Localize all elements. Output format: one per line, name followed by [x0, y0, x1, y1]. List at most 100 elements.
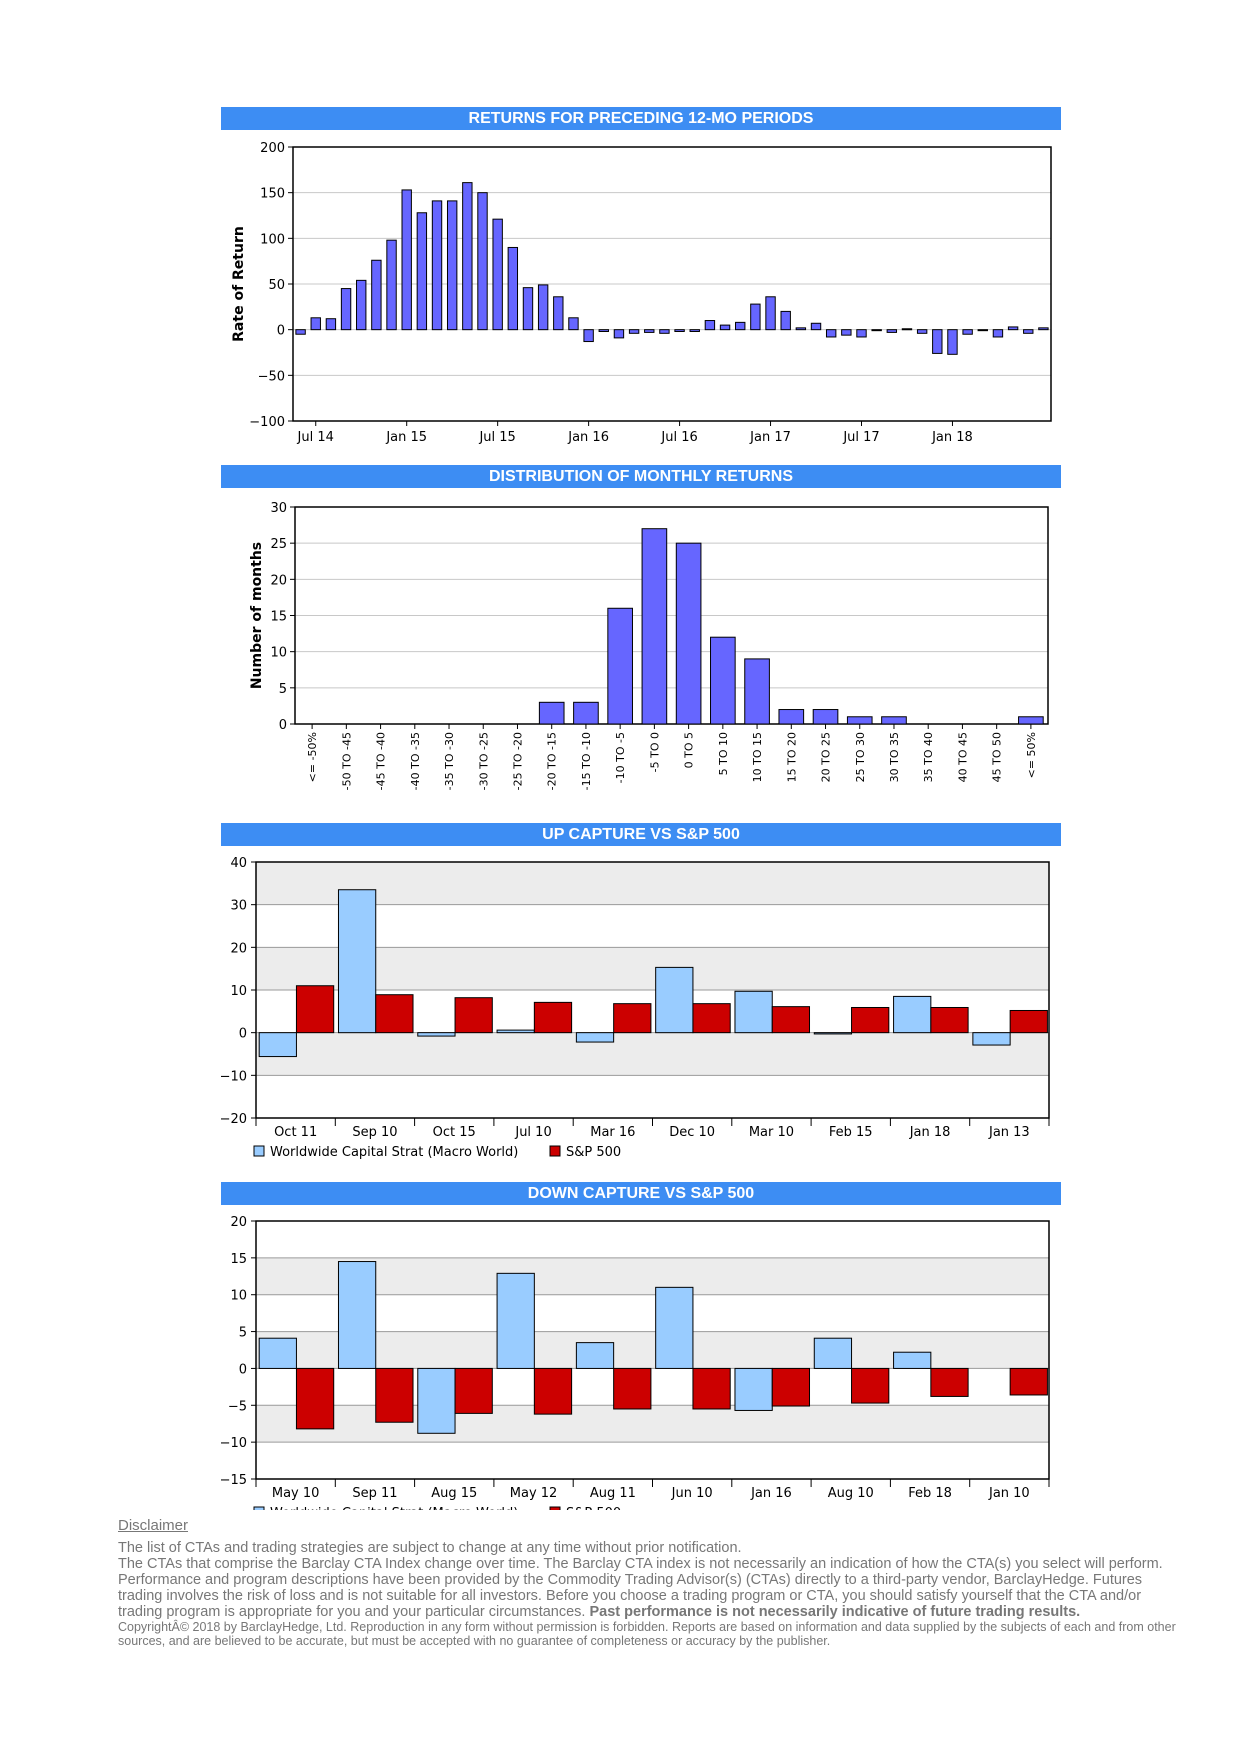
- y-tick-label: 5: [279, 682, 287, 697]
- fund-bar: [655, 966, 694, 1034]
- legend-swatch-sp500: [549, 1506, 561, 1510]
- sp500-bar: [692, 1367, 731, 1410]
- sp500-bar: [771, 1006, 811, 1034]
- return-bar: [735, 321, 746, 331]
- fund-bar: [496, 1272, 535, 1369]
- fund-bar: [813, 1032, 853, 1035]
- return-bar: [492, 218, 503, 331]
- return-bar: [947, 329, 958, 355]
- legend-swatch-fund: [253, 1145, 265, 1157]
- y-tick-label: 30: [230, 899, 247, 914]
- return-bar: [598, 329, 609, 332]
- y-tick-label: 50: [268, 278, 285, 293]
- return-bar: [992, 329, 1004, 338]
- y-tick-label: −10: [220, 1436, 247, 1451]
- return-bar: [477, 192, 488, 331]
- return-bar: [825, 329, 837, 338]
- fund-bar: [417, 1032, 456, 1037]
- x-tick-label: Aug 11: [590, 1486, 636, 1501]
- distribution-bar: [538, 701, 565, 725]
- legend-label-fund: Worldwide Capital Strat (Macro World): [270, 1145, 518, 1160]
- y-tick-label: 0: [279, 718, 287, 733]
- y-tick-label: 10: [230, 984, 247, 999]
- x-tick-label: -25 TO -20: [511, 732, 524, 790]
- x-tick-label: Feb 18: [908, 1486, 952, 1501]
- return-bar: [507, 246, 519, 331]
- y-tick-label: −50: [258, 369, 285, 384]
- y-axis-title: Number of months: [249, 542, 265, 689]
- return-bar: [325, 318, 337, 331]
- x-tick-label: Jan 18: [931, 430, 973, 445]
- return-bar: [750, 303, 761, 331]
- x-tick-label: Aug 15: [431, 1486, 477, 1501]
- distribution-chart-header: DISTRIBUTION OF MONTHLY RETURNS: [221, 465, 1061, 488]
- x-tick-label: -30 TO -25: [477, 732, 490, 790]
- distribution-bar: [778, 709, 805, 725]
- return-bar: [401, 189, 412, 331]
- sp500-bar: [771, 1367, 811, 1407]
- return-bar: [462, 182, 473, 331]
- fund-bar: [893, 1351, 932, 1369]
- up-capture-chart-header: UP CAPTURE VS S&P 500: [221, 823, 1061, 846]
- return-bar: [977, 329, 988, 332]
- y-tick-label: −15: [220, 1473, 247, 1488]
- return-bar: [871, 329, 882, 332]
- x-tick-label: Sep 10: [352, 1125, 397, 1140]
- legend-swatch-fund: [253, 1506, 265, 1510]
- return-bar: [1038, 327, 1049, 331]
- y-tick-label: 20: [230, 941, 247, 956]
- legend-label-sp500: S&P 500: [566, 1145, 621, 1160]
- sp500-bar: [375, 1367, 414, 1423]
- fund-bar: [893, 995, 932, 1034]
- y-tick-label: 150: [260, 187, 285, 202]
- x-tick-label: Mar 16: [590, 1125, 635, 1140]
- return-bar: [674, 329, 685, 332]
- x-tick-label: 10 TO 15: [751, 732, 764, 782]
- distribution-bar: [607, 607, 633, 725]
- disclaimer-line-3: Performance and program descriptions hav…: [118, 1572, 1178, 1620]
- return-bar: [431, 200, 443, 331]
- x-tick-label: 20 TO 25: [820, 732, 833, 782]
- legend-swatch-sp500: [549, 1145, 561, 1157]
- fund-bar: [496, 1029, 535, 1034]
- return-bar: [522, 287, 534, 331]
- x-tick-label: Aug 10: [828, 1486, 874, 1501]
- disclaimer-title: Disclaimer: [118, 1517, 189, 1534]
- disclaimer-past-performance: Past performance is not necessarily indi…: [589, 1604, 1081, 1620]
- y-tick-label: 20: [270, 573, 287, 588]
- x-tick-label: 5 TO 10: [717, 732, 730, 775]
- return-bar: [644, 329, 655, 333]
- disclaimer-copyright: CopyrightÂ© 2018 by BarclayHedge, Ltd. R…: [118, 1620, 1176, 1648]
- return-bar: [295, 329, 306, 335]
- sp500-bar: [692, 1003, 731, 1034]
- x-tick-label: Jul 16: [660, 430, 697, 445]
- x-tick-label: -20 TO -15: [546, 732, 559, 790]
- return-bar: [780, 310, 791, 331]
- fund-bar: [972, 1032, 1011, 1046]
- disclaimer-line-2: The CTAs that comprise the Barclay CTA I…: [118, 1556, 1163, 1572]
- x-tick-label: 0 TO 5: [683, 732, 696, 768]
- grid-band: [256, 862, 1049, 905]
- sp500-bar: [454, 1367, 493, 1414]
- y-tick-label: −5: [228, 1399, 247, 1414]
- fund-bar: [337, 1261, 377, 1369]
- return-bar: [901, 328, 913, 331]
- fund-bar: [337, 889, 377, 1034]
- y-tick-label: 100: [260, 232, 285, 247]
- distribution-bar: [573, 701, 599, 725]
- x-tick-label: Oct 15: [433, 1125, 476, 1140]
- legend-label-sp500: S&P 500: [566, 1506, 621, 1510]
- x-tick-label: Jul 15: [478, 430, 515, 445]
- sp500-bar: [533, 1367, 573, 1415]
- return-bar: [886, 329, 898, 333]
- x-tick-label: Jul 10: [514, 1125, 551, 1140]
- y-tick-label: 20: [230, 1215, 247, 1230]
- return-bar: [1023, 329, 1034, 334]
- down-capture-chart-header: DOWN CAPTURE VS S&P 500: [221, 1182, 1061, 1205]
- y-axis-title: Rate of Return: [231, 226, 247, 342]
- x-tick-label: <= -50%: [306, 732, 319, 782]
- x-tick-label: Jan 13: [988, 1125, 1030, 1140]
- x-tick-label: Jan 10: [988, 1486, 1030, 1501]
- return-bar: [537, 284, 549, 331]
